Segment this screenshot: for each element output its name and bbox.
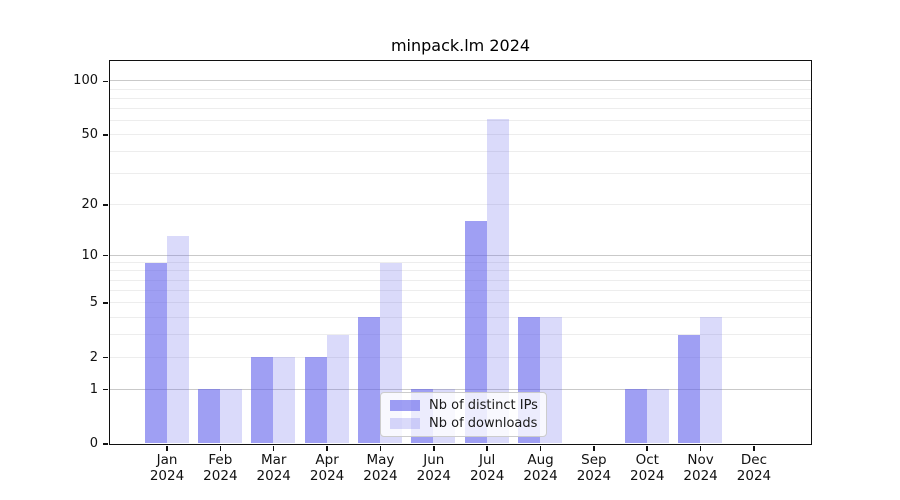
bar-nb-of-distinct-ips-nov — [678, 334, 701, 444]
y-tick-2 — [103, 356, 108, 359]
legend-swatch-distinct-ips — [390, 400, 420, 412]
x-tick-label-sep: Sep 2024 — [566, 452, 622, 484]
x-tick-jul — [486, 445, 488, 451]
x-tick-label-dec: Dec 2024 — [726, 452, 782, 484]
y-tick-label-5: 5 — [89, 295, 98, 311]
bar-nb-of-downloads-nov — [700, 317, 723, 444]
legend-swatch-downloads — [390, 417, 420, 429]
x-tick-label-feb: Feb 2024 — [192, 452, 248, 484]
bar-nb-of-distinct-ips-jan — [144, 262, 167, 444]
gridline-major-100 — [109, 80, 811, 82]
gridline-minor-30 — [109, 173, 811, 175]
x-tick-apr — [326, 445, 328, 451]
gridline-minor-40 — [109, 151, 811, 153]
gridline-minor-50 — [109, 134, 811, 136]
bar-nb-of-downloads-jul — [486, 119, 509, 444]
gridline-major-10 — [109, 254, 811, 256]
bar-nb-of-downloads-mar — [273, 357, 296, 444]
x-tick-year-feb: 2024 — [203, 468, 238, 484]
x-tick-year-sep: 2024 — [576, 468, 612, 484]
bar-nb-of-downloads-jan — [166, 236, 189, 444]
x-tick-feb — [219, 445, 222, 451]
gridline-minor-6 — [109, 290, 811, 292]
bar-nb-of-distinct-ips-jul — [464, 220, 487, 444]
y-tick-label-20: 20 — [81, 196, 98, 212]
x-tick-label-jul: Jul 2024 — [459, 452, 515, 484]
bar-nb-of-distinct-ips-feb — [197, 389, 220, 444]
x-tick-label-jan: Jan 2024 — [139, 452, 195, 484]
gridline-minor-5 — [109, 302, 811, 304]
gridline-minor-8 — [109, 270, 811, 272]
gridline-minor-4 — [109, 316, 811, 318]
y-tick-100 — [103, 80, 108, 83]
y-tick-1 — [103, 388, 108, 391]
legend: Nb of distinct IPs Nb of downloads — [380, 392, 547, 437]
x-tick-sep — [593, 445, 595, 451]
bar-nb-of-downloads-oct — [646, 389, 669, 444]
gridline-minor-60 — [109, 120, 811, 122]
y-tick-label-0: 0 — [89, 436, 98, 451]
gridline-minor-9 — [109, 262, 811, 264]
gridline-minor-80 — [109, 97, 811, 99]
x-tick-label-jun: Jun 2024 — [406, 452, 462, 484]
y-tick-label-10: 10 — [81, 247, 98, 263]
x-tick-label-apr: Apr 2024 — [299, 452, 355, 484]
x-tick-aug — [539, 445, 542, 451]
bar-nb-of-downloads-apr — [326, 334, 349, 444]
gridline-minor-7 — [109, 279, 811, 281]
x-tick-year-mar: 2024 — [256, 468, 291, 484]
gridline-minor-90 — [109, 88, 811, 90]
x-tick-label-may: May 2024 — [352, 452, 408, 484]
y-tick-label-50: 50 — [81, 127, 98, 143]
x-tick-year-aug: 2024 — [523, 468, 558, 484]
y-tick-50 — [103, 134, 108, 136]
x-tick-nov — [699, 445, 702, 451]
gridline-minor-3 — [109, 334, 811, 336]
x-tick-jun — [433, 445, 435, 451]
y-tick-0 — [103, 443, 108, 445]
x-tick-dec — [753, 445, 755, 451]
x-tick-year-jul: 2024 — [469, 468, 505, 484]
x-tick-jan — [166, 445, 168, 451]
y-tick-20 — [103, 204, 108, 206]
x-tick-oct — [646, 445, 648, 451]
gridline-minor-70 — [109, 108, 811, 110]
legend-label-downloads: Nb of downloads — [429, 415, 538, 431]
legend-label-distinct-ips: Nb of distinct IPs — [429, 398, 538, 414]
x-tick-mar — [272, 445, 275, 451]
y-tick-10 — [103, 254, 108, 257]
gridline-minor-2 — [109, 356, 811, 358]
bar-nb-of-distinct-ips-apr — [304, 357, 327, 444]
bar-nb-of-distinct-ips-mar — [251, 357, 274, 444]
gridline-major-1 — [109, 388, 811, 390]
x-tick-year-jan: 2024 — [149, 468, 185, 484]
x-tick-year-apr: 2024 — [309, 468, 345, 484]
x-tick-label-aug: Aug 2024 — [513, 452, 569, 484]
x-tick-year-jun: 2024 — [416, 468, 451, 484]
x-tick-may — [379, 445, 382, 451]
y-tick-label-2: 2 — [89, 349, 98, 365]
bar-nb-of-distinct-ips-oct — [624, 389, 647, 444]
x-tick-year-dec: 2024 — [736, 468, 772, 484]
x-tick-label-mar: Mar 2024 — [246, 452, 302, 484]
legend-item-downloads: Nb of downloads — [390, 415, 538, 432]
gridline-minor-20 — [109, 203, 811, 205]
y-tick-label-1: 1 — [89, 381, 98, 397]
x-tick-label-oct: Oct 2024 — [619, 452, 675, 484]
chart-title: minpack.lm 2024 — [390, 36, 531, 55]
x-tick-year-nov: 2024 — [683, 468, 718, 484]
bar-nb-of-distinct-ips-may — [357, 317, 380, 444]
bar-nb-of-downloads-feb — [219, 389, 242, 444]
x-tick-label-nov: Nov 2024 — [673, 452, 729, 484]
x-tick-year-may: 2024 — [363, 468, 398, 484]
y-tick-5 — [103, 302, 108, 304]
y-tick-label-100: 100 — [73, 73, 98, 89]
legend-item-distinct-ips: Nb of distinct IPs — [390, 397, 538, 414]
x-tick-year-oct: 2024 — [630, 468, 665, 484]
plot-area — [108, 59, 812, 445]
